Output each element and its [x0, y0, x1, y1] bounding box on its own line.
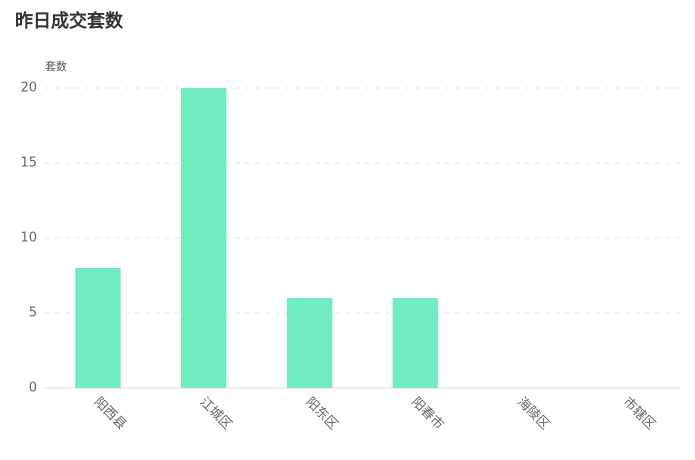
chart-title: 昨日成交套数	[15, 10, 124, 32]
y-axis-label: 套数	[45, 60, 67, 73]
x-tick-label: 阳春市	[408, 394, 447, 433]
x-tick-label: 阳东区	[302, 395, 340, 433]
x-tick-label: 江城区	[196, 395, 234, 433]
bar	[392, 298, 439, 388]
y-tick-label: 5	[29, 306, 37, 321]
x-tick-label: 海陵区	[514, 395, 552, 433]
bar	[180, 88, 227, 388]
x-tick-label: 市辖区	[620, 394, 659, 433]
y-tick-label: 15	[20, 156, 37, 171]
y-tick-label: 10	[20, 231, 37, 246]
bar	[75, 268, 121, 388]
x-tick-label: 阳西县	[91, 395, 129, 433]
y-tick-label: 0	[29, 381, 37, 396]
bar	[286, 298, 333, 388]
y-tick-label: 20	[20, 81, 37, 96]
